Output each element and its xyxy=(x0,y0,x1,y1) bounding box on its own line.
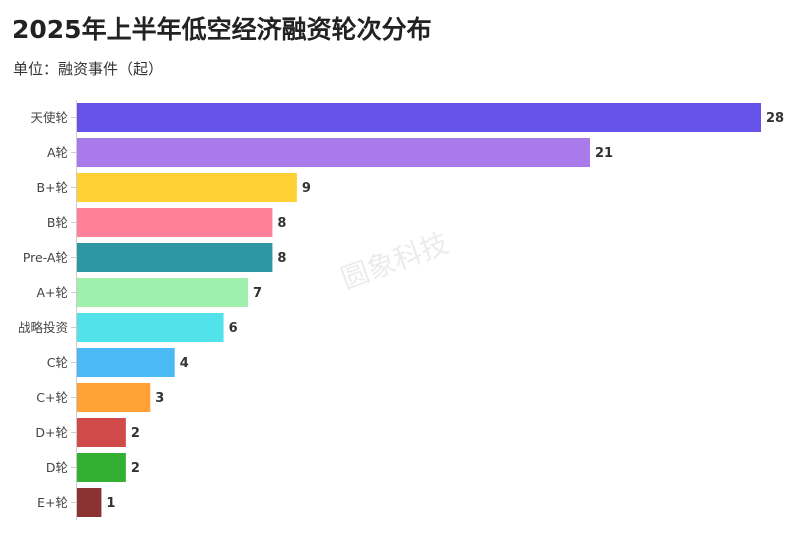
bar-4 xyxy=(77,243,273,272)
value-label: 21 xyxy=(595,146,613,161)
value-label: 3 xyxy=(155,391,164,406)
category-label: D+轮 xyxy=(35,425,68,440)
value-label: 6 xyxy=(229,321,238,336)
category-label: A轮 xyxy=(47,145,68,160)
value-label: 7 xyxy=(253,286,262,301)
watermark: 圆象科技 xyxy=(336,226,453,295)
value-label: 9 xyxy=(302,181,311,196)
bar-11 xyxy=(77,488,102,517)
category-label: 战略投资 xyxy=(18,320,68,335)
bar-7 xyxy=(77,348,175,377)
bar-9 xyxy=(77,418,126,447)
value-label: 2 xyxy=(131,461,140,476)
category-label: E+轮 xyxy=(37,495,68,510)
chart-title: 2025年上半年低空经济融资轮次分布 xyxy=(12,15,432,44)
watermark-text: 圆象科技 xyxy=(336,226,453,295)
chart-subtitle: 单位：融资事件（起） xyxy=(13,60,164,78)
value-label: 8 xyxy=(277,216,286,231)
bar-0 xyxy=(77,103,761,132)
bar-8 xyxy=(77,383,151,412)
bar-3 xyxy=(77,208,273,237)
bar-2 xyxy=(77,173,297,202)
category-label: Pre-A轮 xyxy=(23,250,68,265)
bar-10 xyxy=(77,453,126,482)
value-label: 2 xyxy=(131,426,140,441)
category-label: A+轮 xyxy=(36,285,68,300)
category-label: B轮 xyxy=(47,215,68,230)
bar-1 xyxy=(77,138,590,167)
category-label: B+轮 xyxy=(36,180,68,195)
value-label: 28 xyxy=(766,111,784,126)
bar-6 xyxy=(77,313,224,342)
category-label: 天使轮 xyxy=(30,110,68,125)
value-label: 8 xyxy=(277,251,286,266)
category-label: D轮 xyxy=(46,460,68,475)
category-label: C轮 xyxy=(47,355,68,370)
bar-5 xyxy=(77,278,248,307)
value-label: 1 xyxy=(106,496,115,511)
value-label: 4 xyxy=(180,356,189,371)
category-label: C+轮 xyxy=(36,390,68,405)
